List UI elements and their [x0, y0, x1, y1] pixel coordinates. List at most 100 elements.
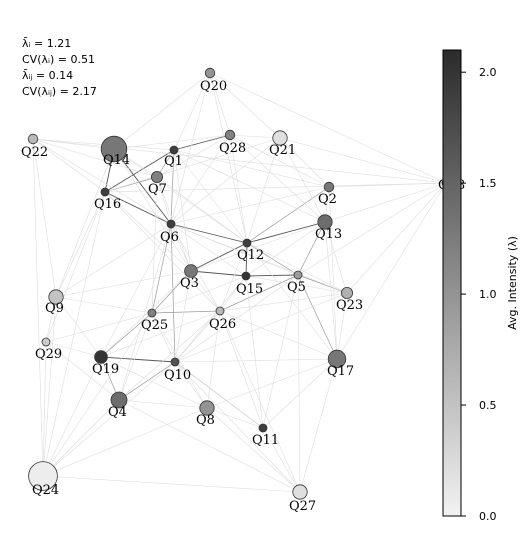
edge-Q2-Q28: [229, 134, 330, 188]
edge-Q6-Q3: [170, 223, 192, 272]
node-label-q15: Q15: [236, 282, 263, 297]
node-q25: [147, 308, 157, 318]
edge-Q21-Q13: [279, 137, 326, 223]
edge-Q18-Q5: [297, 182, 447, 276]
edge-Q17-Q11: [262, 358, 338, 429]
edge-Q3-Q1: [173, 149, 192, 272]
edge-Q20-Q28: [209, 72, 231, 136]
edge-Q6-Q25: [151, 223, 172, 314]
colorbar-tick-label: 1.0: [479, 288, 497, 301]
edge-Q3-Q10: [174, 270, 192, 363]
edge-Q3-Q15: [190, 270, 247, 277]
edge-Q13-Q23: [324, 221, 348, 294]
node-q6: [166, 219, 176, 229]
edge-Q13-Q5: [297, 221, 326, 276]
edge-Q28-Q13: [229, 134, 326, 223]
node-q8: [199, 400, 215, 416]
edge-Q14-Q12: [113, 148, 248, 244]
edge-Q17-Q10: [174, 358, 338, 363]
edge-Q12-Q26: [219, 242, 248, 312]
edge-Q26-Q5: [219, 274, 299, 312]
colorbar-tick-label: 0.0: [479, 510, 497, 523]
edge-Q28-Q12: [229, 134, 248, 244]
stat-cv-edge-intensity: CV(λᵢⱼ) = 2.17: [22, 85, 97, 98]
edge-Q18-Q17: [336, 182, 447, 360]
edge-Q26-Q10: [174, 310, 221, 363]
edge-Q14-Q6: [113, 148, 172, 225]
edge-Q19-Q8: [100, 356, 208, 409]
edge-Q12-Q13: [246, 221, 326, 244]
node-label-q26: Q26: [209, 317, 236, 332]
edge-Q24-Q10: [42, 361, 176, 477]
node-q1: [169, 145, 179, 155]
edge-Q24-Q25: [42, 312, 153, 477]
node-label-q21: Q21: [269, 143, 296, 158]
edge-Q4-Q24: [42, 399, 120, 477]
edge-Q22-Q9: [32, 138, 57, 298]
edge-Q2-Q17: [328, 186, 338, 360]
edge-Q23-Q26: [219, 292, 348, 312]
edge-Q13-Q17: [324, 221, 338, 360]
edge-Q4-Q8: [118, 399, 208, 409]
node-label-q25: Q25: [141, 318, 168, 333]
edge-Q25-Q26: [151, 310, 221, 314]
edge-Q27-Q4: [118, 399, 301, 493]
edge-Q6-Q10: [170, 223, 176, 363]
edge-Q11-Q26: [219, 310, 264, 429]
edge-Q22-Q6: [32, 138, 172, 225]
edge-Q4-Q29: [45, 341, 120, 401]
node-q20: [204, 67, 216, 79]
edge-Q10-Q4: [118, 361, 176, 401]
edge-Q23-Q17: [336, 292, 348, 360]
node-label-q10: Q10: [164, 368, 191, 383]
node-q17: [327, 349, 347, 369]
statistics-legend: λ̄ᵢ = 1.21 CV(λᵢ) = 0.51 λ̄ᵢⱼ = 0.14 CV(…: [22, 37, 97, 98]
node-q10: [170, 357, 180, 367]
edge-Q6-Q15: [170, 223, 247, 277]
edge-Q12-Q15: [245, 242, 248, 277]
edge-Q23-Q15: [245, 275, 348, 294]
edge-Q22-Q16: [32, 138, 106, 193]
edge-Q9-Q25: [55, 296, 153, 314]
edge-Q3-Q19: [100, 270, 192, 358]
node-q5: [293, 270, 303, 280]
node-label-q17: Q17: [327, 364, 354, 379]
node-label-q2: Q2: [318, 192, 337, 207]
edge-Q20-Q21: [209, 72, 281, 139]
edge-Q27-Q8: [206, 407, 301, 493]
node-label-q8: Q8: [196, 413, 215, 428]
edge-Q3-Q26: [190, 270, 221, 312]
nodes-layer: [27, 67, 451, 500]
node-label-q16: Q16: [94, 197, 121, 212]
edge-Q17-Q26: [219, 310, 338, 360]
edge-Q20-Q1: [173, 72, 211, 151]
node-label-q1: Q1: [164, 154, 183, 169]
node-label-q27: Q27: [289, 499, 316, 514]
stat-cv-node-intensity: CV(λᵢ) = 0.51: [22, 53, 95, 66]
edges-layer: [32, 72, 447, 493]
edge-Q2-Q12: [246, 186, 330, 244]
node-q26: [215, 306, 225, 316]
stat-mean-edge-intensity: λ̄ᵢⱼ = 0.14: [22, 69, 73, 82]
node-q22: [27, 133, 39, 145]
node-label-q13: Q13: [315, 227, 342, 242]
node-label-q14: Q14: [103, 153, 130, 168]
edge-Q14-Q20: [113, 72, 211, 150]
edge-Q1-Q13: [173, 149, 326, 223]
edge-Q16-Q3: [104, 191, 192, 272]
edge-Q9-Q3: [55, 270, 192, 298]
edge-Q6-Q23: [170, 223, 348, 294]
edge-Q28-Q21: [229, 134, 281, 139]
node-label-q19: Q19: [92, 362, 119, 377]
edge-Q9-Q6: [55, 223, 172, 298]
node-q13: [317, 214, 333, 230]
edge-Q6-Q4: [118, 223, 172, 401]
node-labels-layer: Q1 Q2 Q3 Q4 Q5 Q6 Q7 Q8 Q9 Q10 Q11 Q12 Q13 Q14 Q15 Q16 Q…: [21, 79, 465, 514]
edge-Q8-Q10: [174, 361, 208, 409]
node-q28: [224, 129, 236, 141]
node-label-q6: Q6: [160, 230, 179, 245]
node-q29: [41, 337, 51, 347]
node-q19: [94, 350, 108, 364]
edge-Q19-Q29: [45, 341, 102, 358]
